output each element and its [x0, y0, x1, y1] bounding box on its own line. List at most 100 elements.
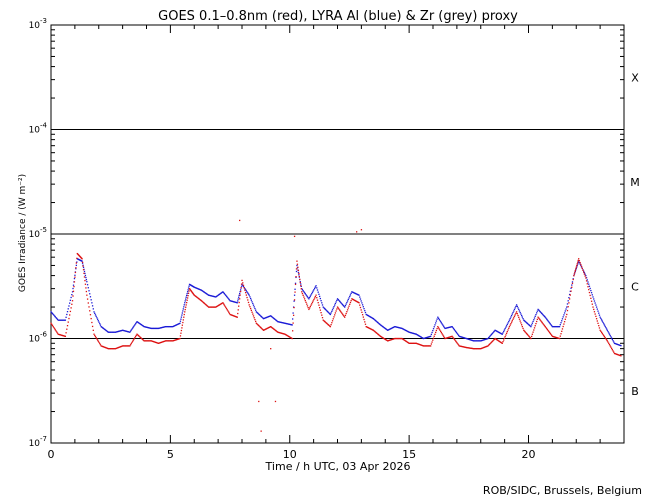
data-point — [431, 341, 433, 343]
data-point — [604, 337, 606, 339]
data-point — [239, 289, 242, 291]
data-point — [343, 315, 345, 317]
data-point — [94, 334, 96, 337]
data-point — [527, 334, 529, 336]
data-point — [258, 325, 260, 327]
data-point — [55, 330, 57, 332]
data-point — [585, 280, 588, 282]
data-point — [568, 302, 570, 304]
data-point — [374, 319, 377, 322]
y-tick-label: 10-6 — [29, 331, 48, 345]
data-point — [394, 337, 397, 340]
data-point — [576, 264, 578, 267]
data-point — [303, 291, 305, 293]
data-point — [434, 333, 436, 336]
data-point — [371, 317, 373, 319]
data-point — [318, 304, 320, 306]
data-point — [430, 335, 432, 337]
data-point — [183, 313, 185, 316]
data-point — [221, 291, 223, 293]
data-point — [383, 326, 385, 329]
data-point — [560, 322, 562, 324]
data-point — [71, 303, 73, 305]
data-point — [163, 340, 165, 343]
data-point — [445, 337, 447, 339]
data-point — [359, 296, 361, 298]
data-point — [103, 346, 105, 348]
data-point — [421, 344, 423, 347]
data-point — [462, 336, 464, 339]
data-point — [51, 312, 54, 315]
data-point — [66, 328, 68, 330]
data-point — [477, 340, 479, 342]
data-point — [414, 342, 416, 344]
data-point — [184, 300, 186, 302]
data-point — [387, 329, 389, 331]
data-point — [129, 345, 131, 347]
data-point — [129, 331, 131, 333]
data-point — [531, 324, 533, 326]
data-point — [354, 292, 357, 295]
data-point — [475, 348, 477, 350]
data-point — [316, 289, 319, 291]
y-axis-label: GOES Irradiance / (W m⁻²) — [18, 174, 28, 292]
data-point — [261, 328, 263, 330]
data-point — [590, 292, 593, 294]
data-point — [368, 327, 370, 329]
data-point — [171, 325, 173, 328]
data-point — [389, 328, 391, 330]
data-point — [524, 331, 526, 333]
data-point — [230, 300, 233, 302]
data-point — [382, 337, 384, 339]
data-point — [562, 325, 564, 328]
data-point — [73, 277, 76, 280]
data-point — [359, 298, 362, 300]
data-point — [270, 326, 273, 328]
data-point — [605, 338, 607, 340]
data-point — [303, 296, 305, 298]
data-point — [154, 341, 156, 343]
data-point — [506, 331, 508, 333]
data-point — [134, 335, 137, 338]
data-point — [567, 306, 569, 308]
data-point — [458, 345, 460, 347]
data-point — [152, 340, 154, 343]
data-point — [239, 292, 241, 295]
data-point — [144, 326, 147, 328]
data-point — [127, 345, 129, 347]
data-point — [146, 326, 148, 328]
data-point — [608, 332, 610, 334]
data-point — [202, 291, 205, 293]
data-point — [145, 326, 147, 328]
data-point — [232, 300, 234, 303]
data-point — [356, 300, 358, 303]
data-point — [130, 329, 132, 331]
data-point — [400, 337, 402, 340]
data-point — [538, 318, 541, 320]
data-point — [578, 260, 581, 262]
data-point — [252, 304, 255, 306]
data-point — [180, 332, 182, 334]
data-point — [358, 302, 360, 304]
data-point — [299, 281, 301, 283]
data-point — [414, 342, 417, 344]
data-point — [447, 337, 449, 339]
data-point — [549, 323, 551, 325]
data-point — [455, 331, 458, 334]
data-point — [422, 345, 425, 347]
data-point — [534, 325, 536, 327]
data-point — [533, 319, 535, 321]
data-point — [60, 319, 62, 321]
data-point — [97, 320, 99, 322]
x-tick-label: 10 — [283, 448, 297, 461]
data-point — [379, 323, 381, 325]
data-point — [210, 306, 212, 308]
data-point — [537, 316, 539, 318]
data-point — [99, 324, 102, 326]
data-point — [228, 299, 231, 301]
data-point — [118, 346, 120, 348]
data-point — [422, 345, 424, 347]
data-point — [282, 332, 284, 335]
data-point — [418, 343, 420, 346]
data-point — [468, 347, 470, 349]
